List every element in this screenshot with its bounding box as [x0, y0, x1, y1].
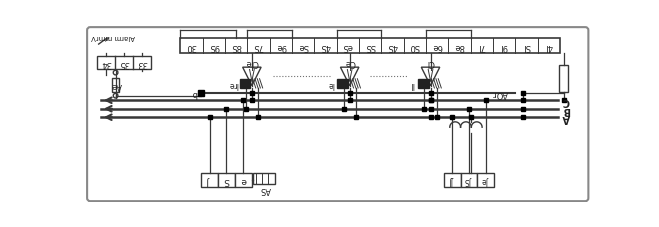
- Text: 7l: 7l: [478, 42, 486, 51]
- Text: 34: 34: [101, 59, 111, 68]
- Bar: [97, 56, 151, 70]
- Text: Cl: Cl: [426, 58, 435, 67]
- Text: 33: 33: [136, 59, 148, 68]
- Text: 7S: 7S: [253, 42, 264, 51]
- Text: le: le: [328, 79, 335, 89]
- Text: e: e: [241, 175, 246, 184]
- Text: AS: AS: [260, 185, 270, 193]
- Text: 8e: 8e: [454, 42, 465, 51]
- Text: Se: Se: [298, 42, 308, 51]
- Bar: [218, 173, 235, 187]
- Text: A: A: [562, 113, 570, 123]
- Text: 9S: 9S: [208, 42, 219, 51]
- Bar: [235, 173, 252, 187]
- Text: Alarm mmrV: Alarm mmrV: [92, 33, 135, 39]
- Text: lre: lre: [229, 79, 239, 89]
- Text: 4S: 4S: [320, 42, 331, 51]
- Text: JJ: JJ: [450, 175, 454, 184]
- Text: b: b: [192, 89, 197, 98]
- Text: Ae: Ae: [111, 80, 122, 89]
- Text: AOr: AOr: [492, 89, 507, 98]
- Text: Je: Je: [482, 175, 490, 184]
- Text: 4S: 4S: [387, 42, 397, 51]
- Bar: [418, 79, 429, 89]
- Text: 35: 35: [119, 59, 129, 68]
- Bar: [240, 79, 250, 89]
- Text: Ce: Ce: [344, 58, 355, 67]
- Text: 6e: 6e: [432, 42, 442, 51]
- Bar: [201, 173, 218, 187]
- Text: 4l: 4l: [545, 42, 552, 51]
- Text: ll: ll: [410, 79, 415, 89]
- Text: 8S: 8S: [231, 42, 241, 51]
- Bar: [337, 79, 348, 89]
- Bar: [559, 66, 568, 92]
- Bar: [444, 173, 461, 187]
- Text: JS: JS: [465, 175, 473, 184]
- Text: eS: eS: [343, 42, 353, 51]
- Text: S: S: [223, 175, 229, 184]
- Bar: [112, 79, 119, 92]
- Text: Cle: Cle: [245, 58, 258, 67]
- FancyBboxPatch shape: [87, 28, 588, 201]
- Text: C: C: [562, 96, 569, 106]
- Text: J: J: [208, 175, 211, 184]
- Text: Sl: Sl: [523, 42, 530, 51]
- Bar: [461, 173, 478, 187]
- Text: 30: 30: [186, 42, 197, 51]
- Text: S0: S0: [409, 42, 420, 51]
- Text: SS: SS: [365, 42, 376, 51]
- Bar: [254, 174, 275, 184]
- Bar: [181, 39, 560, 54]
- Bar: [478, 173, 494, 187]
- Text: 9l: 9l: [500, 42, 508, 51]
- Text: 9e: 9e: [275, 42, 286, 51]
- Text: B: B: [562, 104, 570, 114]
